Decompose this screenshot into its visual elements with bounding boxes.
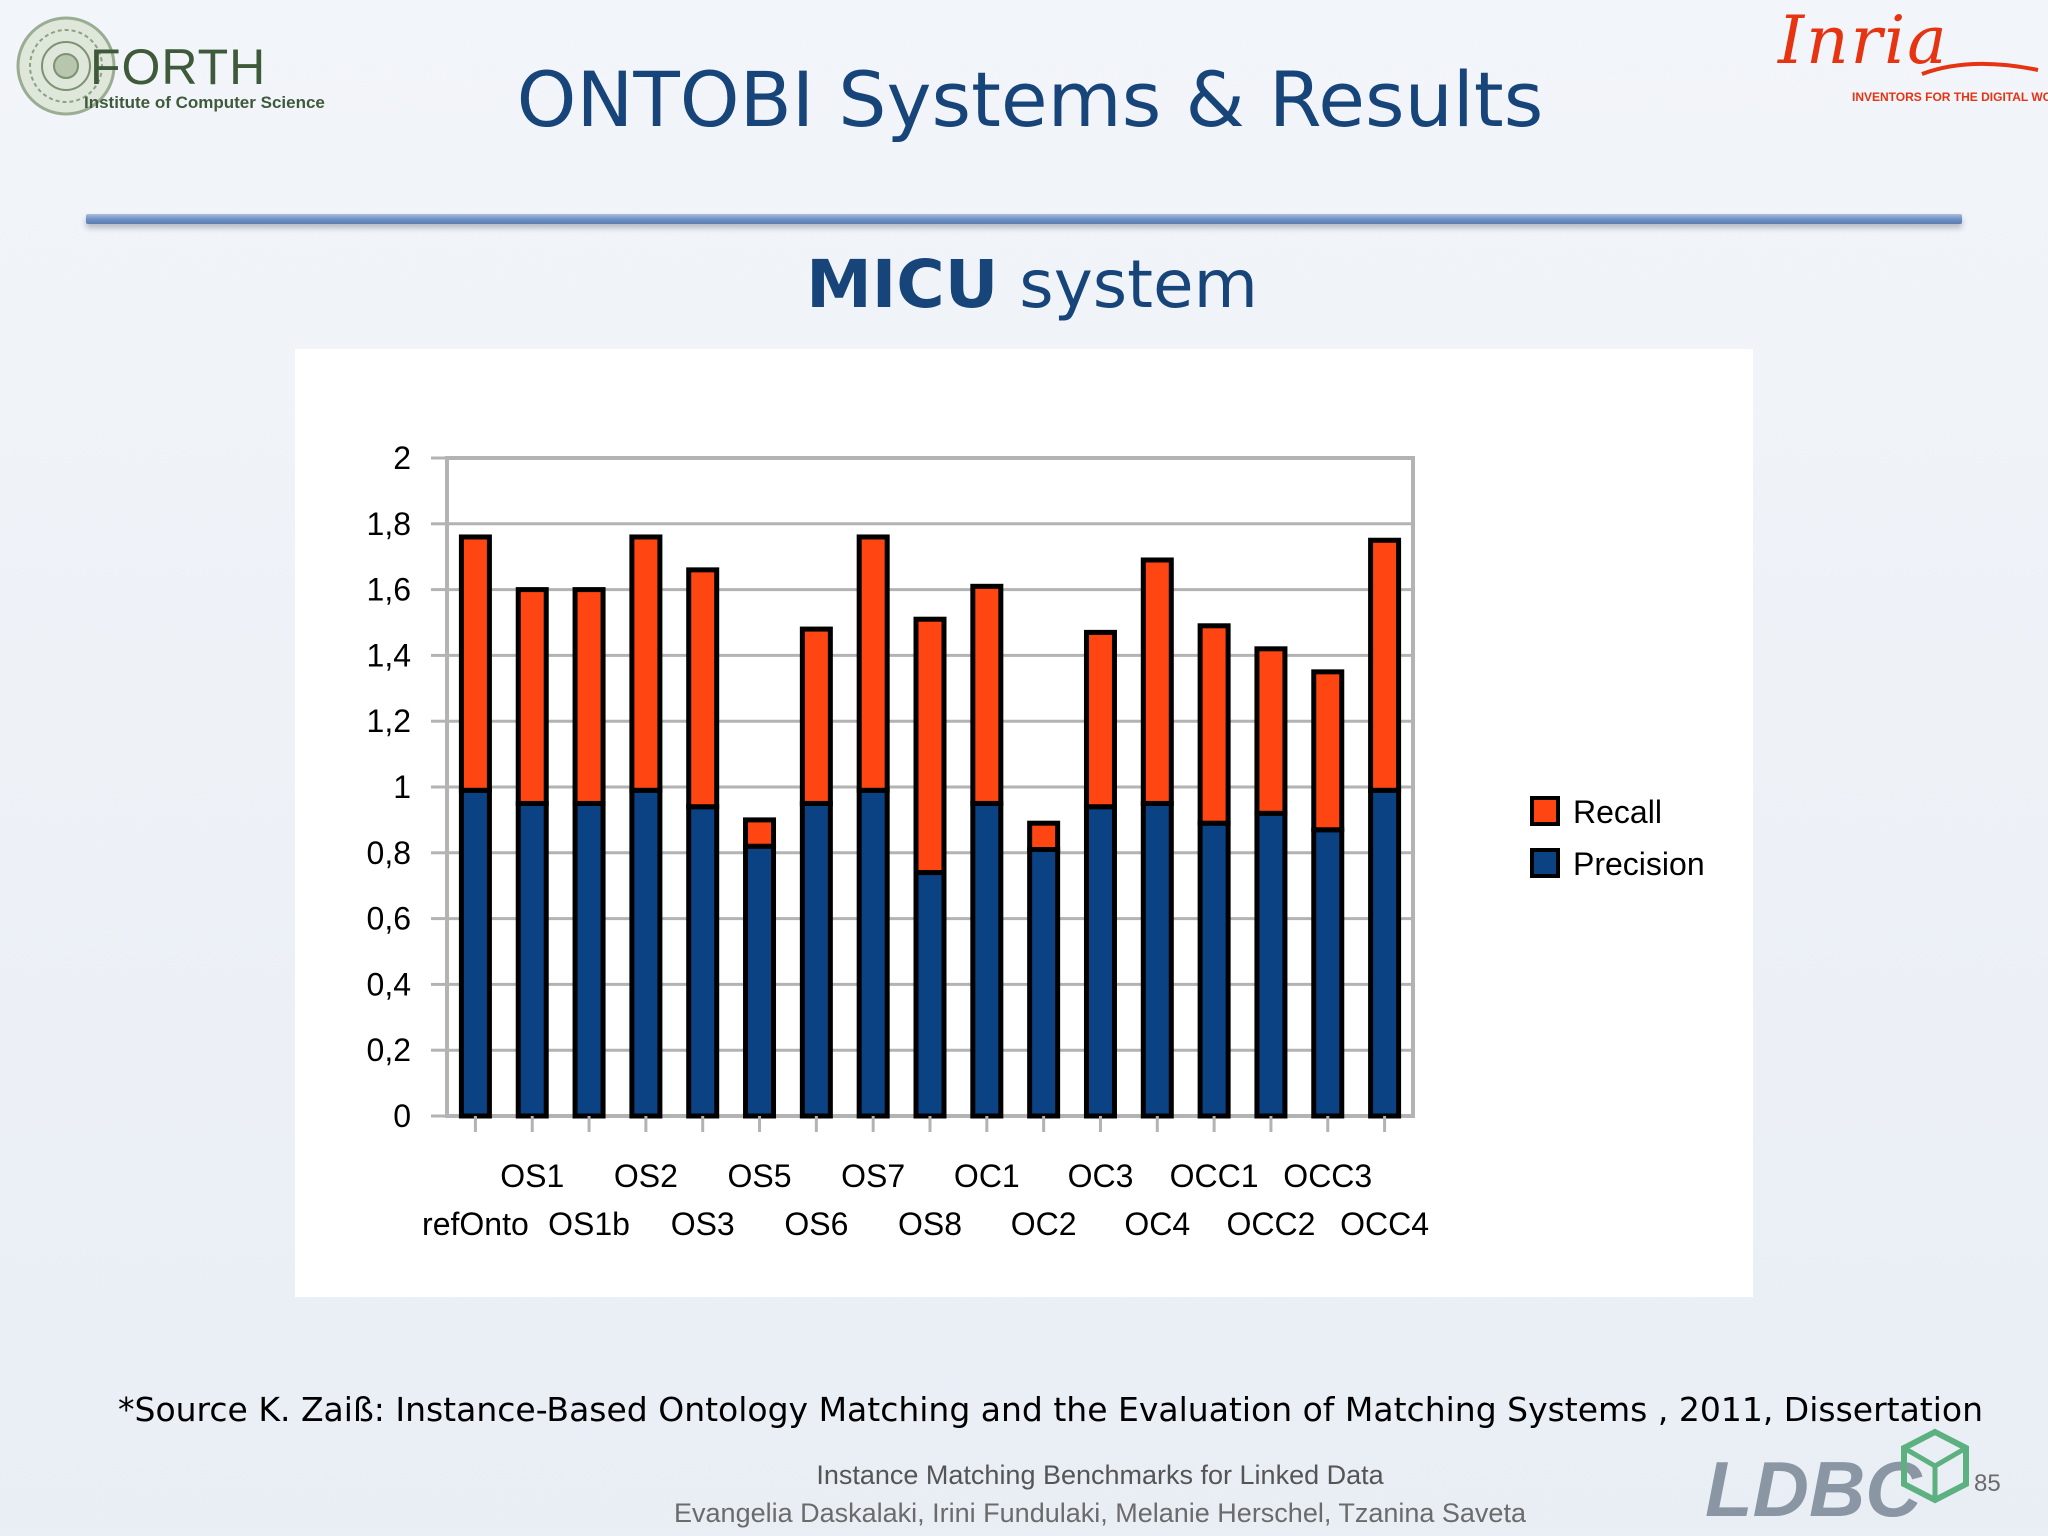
- y-tick-label: 1,6: [367, 572, 411, 608]
- legend-swatch: [1530, 848, 1560, 878]
- bar-precision: [1140, 800, 1174, 1119]
- title-divider: [86, 214, 1962, 224]
- bar-precision: [1197, 820, 1231, 1119]
- inria-tagline: INVENTORS FOR THE DIGITAL WORLD: [1852, 90, 2048, 104]
- x-tick-label: OS5: [728, 1158, 792, 1194]
- bar-precision: [799, 800, 833, 1119]
- bar-recall: [1254, 646, 1288, 816]
- inria-name: Inria: [1778, 2, 1949, 79]
- stacked-bar-chart: 0 0,2 0,4 0,6 0,8 1 1,2 1,4 1,6 1,8 2 refOnto OS1 OS1…: [367, 440, 1705, 1242]
- bar-recall: [913, 616, 947, 876]
- bar-recall: [799, 626, 833, 806]
- inria-logo: Inria INVENTORS FOR THE DIGITAL WORLD: [1770, 2, 2048, 108]
- bar-recall: [1140, 557, 1174, 806]
- ldbc-logo: LDBC: [1705, 1424, 1975, 1536]
- x-tick-label: OC2: [1011, 1206, 1077, 1242]
- y-tick-label: 1: [393, 769, 411, 805]
- forth-name: FORTH: [90, 39, 267, 95]
- bar-precision: [856, 787, 890, 1119]
- y-tick-label: 1,8: [367, 506, 411, 542]
- inria-swoosh-icon: [1921, 61, 2039, 76]
- source-citation: *Source K. Zaiß: Instance-Based Ontology…: [118, 1390, 1984, 1429]
- x-tick-label: OS8: [898, 1206, 962, 1242]
- slide-title: ONTOBI Systems & Results: [516, 55, 1544, 144]
- chart-subtitle: MICU system: [0, 252, 2048, 318]
- x-tick-label: OS6: [784, 1206, 848, 1242]
- bar-recall: [856, 534, 890, 793]
- y-tick-label: 0,2: [367, 1032, 411, 1068]
- x-tick-label: OCC1: [1170, 1158, 1259, 1194]
- x-tick-label: OS1b: [548, 1206, 630, 1242]
- y-tick-label: 2: [393, 440, 411, 476]
- bar-precision: [1027, 847, 1061, 1119]
- y-tick-label: 0,6: [367, 901, 411, 937]
- bar-recall: [1083, 629, 1117, 810]
- y-tick-label: 0,8: [367, 835, 411, 871]
- ldbc-cube-icon: [1901, 1428, 1969, 1504]
- legend-label: Precision: [1573, 846, 1705, 882]
- authors: Evangelia Daskalaki, Irini Fundulaki, Me…: [674, 1498, 1526, 1528]
- x-tick-label: OS3: [671, 1206, 735, 1242]
- legend-swatch: [1530, 796, 1560, 826]
- x-tick-label: OCC2: [1226, 1206, 1315, 1242]
- bar-recall: [686, 567, 720, 810]
- chart-panel: 0 0,2 0,4 0,6 0,8 1 1,2 1,4 1,6 1,8 2 refOnto OS1 OS1…: [295, 349, 1753, 1297]
- x-tick-label: OCC3: [1283, 1158, 1372, 1194]
- bar-recall: [572, 587, 606, 806]
- x-tick-label: OCC4: [1340, 1206, 1429, 1242]
- forth-emblem-icon: [16, 16, 116, 116]
- bar-recall: [1368, 537, 1402, 793]
- y-tick-label: 0: [393, 1098, 411, 1134]
- y-tick-label: 0,4: [367, 966, 411, 1002]
- bar-recall: [1197, 623, 1231, 826]
- x-tick-label: OS2: [614, 1158, 678, 1194]
- x-tick-label: OS1: [500, 1158, 564, 1194]
- bar-precision: [1083, 804, 1117, 1119]
- bar-precision: [1254, 810, 1288, 1119]
- y-tick-label: 1,4: [367, 637, 411, 673]
- bar-recall: [629, 534, 663, 793]
- bar-recall: [515, 587, 549, 806]
- bar-precision: [458, 787, 492, 1119]
- bar-recall: [458, 534, 492, 793]
- bar-recall: [1027, 820, 1061, 853]
- bar-precision: [1368, 787, 1402, 1119]
- x-tick-label: refOnto: [422, 1206, 529, 1242]
- bar-precision: [913, 870, 947, 1119]
- subtitle-rest: system: [998, 246, 1258, 323]
- x-tick-label: OS7: [841, 1158, 905, 1194]
- x-tick-label: OC1: [954, 1158, 1020, 1194]
- bar-recall: [1311, 669, 1345, 833]
- bar-precision: [572, 800, 606, 1119]
- x-tick-label: OC4: [1124, 1206, 1190, 1242]
- forth-logo: FORTH Institute of Computer Science: [8, 10, 408, 125]
- bar-precision: [743, 843, 777, 1119]
- presentation-title: Instance Matching Benchmarks for Linked …: [816, 1460, 1384, 1490]
- ldbc-name: LDBC: [1705, 1445, 1922, 1533]
- bar-precision: [1311, 827, 1345, 1119]
- bar-precision: [515, 800, 549, 1119]
- x-tick-label: OC3: [1068, 1158, 1134, 1194]
- page-number: 85: [1974, 1470, 2001, 1497]
- bar-precision: [686, 804, 720, 1119]
- bar-precision: [970, 800, 1004, 1119]
- bar-recall: [743, 817, 777, 849]
- bar-recall: [970, 583, 1004, 806]
- bar-precision: [629, 787, 663, 1119]
- forth-subtitle: Institute of Computer Science: [84, 93, 325, 112]
- y-tick-label: 1,2: [367, 703, 411, 739]
- subtitle-system-name: MICU: [806, 246, 999, 323]
- legend-label: Recall: [1573, 794, 1662, 830]
